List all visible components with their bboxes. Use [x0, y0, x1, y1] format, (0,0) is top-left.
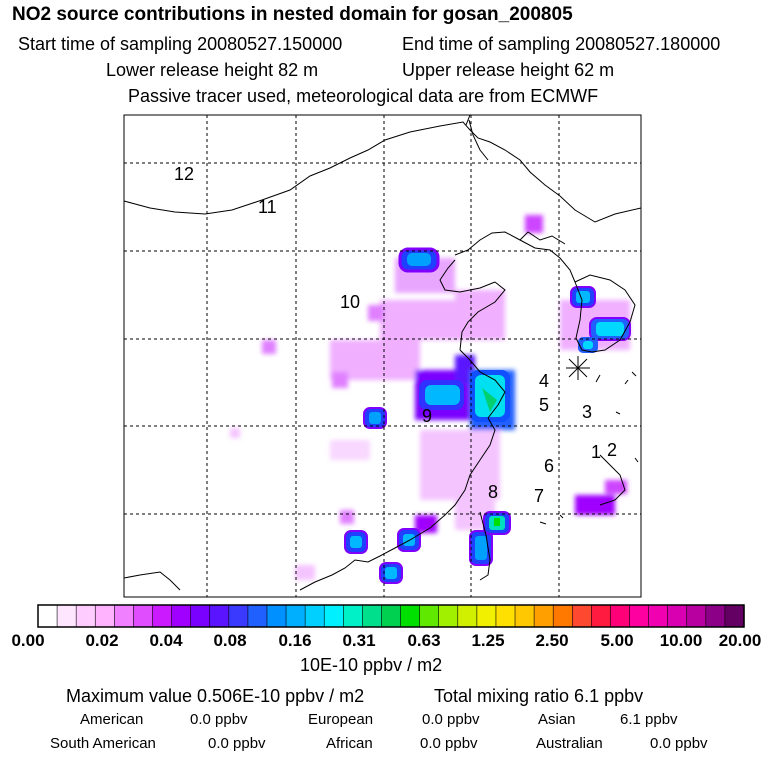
colorbar-swatch: [457, 605, 478, 627]
region-label: 11: [258, 197, 277, 217]
colorbar-swatch: [400, 605, 421, 627]
colorbar-swatch: [190, 605, 211, 627]
colorbar-swatch: [305, 605, 325, 627]
colorbar-swatch: [343, 605, 363, 627]
colorbar-swatch: [133, 605, 154, 627]
colorbar-swatch: [38, 605, 58, 627]
colorbar-swatch: [114, 605, 135, 627]
colorbar-unit: 10E-10 ppbv / m2: [300, 655, 443, 675]
asian-value: 6.1 ppbv: [620, 711, 678, 728]
region-label: 3: [582, 402, 592, 422]
colorbar-swatch: [362, 605, 383, 627]
total-mixing-ratio: Total mixing ratio 6.1 ppbv: [434, 686, 644, 706]
colorbar-swatch: [209, 605, 230, 627]
colorbar-swatch: [324, 605, 344, 627]
colorbar-swatch: [76, 605, 96, 627]
colorbar-label: 0.63: [407, 631, 441, 650]
colorbar-swatch: [534, 605, 554, 627]
colorbar-swatch: [152, 605, 173, 627]
american-label: American: [80, 711, 144, 728]
region-label: 6: [544, 456, 554, 476]
colorbar-swatch: [476, 605, 497, 627]
colorbar-swatch: [95, 605, 115, 627]
colorbar-swatch: [686, 605, 707, 627]
colorbar-swatch: [438, 605, 459, 627]
upper-release-height: Upper release height 62 m: [402, 60, 615, 80]
colorbar-frame: [37, 604, 745, 628]
colorbar-swatch: [648, 605, 669, 627]
south-american-label: South American: [50, 735, 156, 752]
colorbar-label: 0.16: [278, 631, 312, 650]
colorbar-label: 1.25: [471, 631, 505, 650]
colorbar-swatch: [419, 605, 440, 627]
region-label: 7: [534, 486, 544, 506]
region-label: 4: [539, 371, 549, 391]
colorbar-label: 0.02: [85, 631, 119, 650]
end-time: End time of sampling 20080527.180000: [402, 34, 721, 54]
colorbar-swatch: [515, 605, 535, 627]
region-label: 10: [340, 292, 360, 312]
colorbar-label: 20.00: [718, 631, 762, 650]
colorbar-label: 0.31: [342, 631, 376, 650]
coastlines: [123, 114, 642, 591]
colorbar-swatch: [381, 605, 402, 627]
region-label: 12: [174, 164, 194, 184]
colorbar-swatch: [247, 605, 268, 627]
african-value: 0.0 ppbv: [420, 735, 478, 752]
colorbar-label: 0.00: [11, 631, 45, 650]
region-label: 1: [591, 442, 601, 462]
receptor-star-icon: [566, 356, 590, 380]
map-frame: [123, 114, 642, 598]
colorbar-swatch: [266, 605, 287, 627]
colorbar-label: 10.00: [659, 631, 703, 650]
australian-label: Australian: [536, 735, 603, 752]
tracer-note: Passive tracer used, meteorological data…: [128, 86, 599, 106]
australian-value: 0.0 ppbv: [650, 735, 708, 752]
south-american-value: 0.0 ppbv: [208, 735, 266, 752]
european-label: European: [308, 711, 374, 728]
page-title: NO2 source contributions in nested domai…: [12, 4, 573, 25]
colorbar-swatch: [610, 605, 631, 627]
colorbar-label: 0.08: [213, 631, 247, 650]
colorbar-swatch: [591, 605, 612, 627]
colorbar-swatch: [57, 605, 77, 627]
colorbar-swatch: [667, 605, 688, 627]
colorbar-swatch: [705, 605, 726, 627]
region-label: 9: [422, 406, 432, 426]
colorbar-swatch: [171, 605, 192, 627]
colorbar-swatch: [629, 605, 650, 627]
colorbar-label: 0.04: [149, 631, 183, 650]
colorbar-swatch: [228, 605, 249, 627]
african-label: African: [326, 735, 373, 752]
region-label: 2: [607, 440, 617, 460]
colorbar-swatch: [572, 605, 592, 627]
asian-label: Asian: [538, 711, 576, 728]
contribution-field: [230, 215, 631, 584]
graticule: [124, 115, 641, 597]
american-value: 0.0 ppbv: [190, 711, 248, 728]
colorbar-swatch: [724, 605, 745, 627]
colorbar: [37, 604, 745, 628]
colorbar-label: 2.50: [535, 631, 569, 650]
max-value: Maximum value 0.506E-10 ppbv / m2: [66, 686, 365, 706]
lower-release-height: Lower release height 82 m: [106, 60, 319, 80]
european-value: 0.0 ppbv: [422, 711, 480, 728]
colorbar-swatch: [286, 605, 306, 627]
colorbar-label: 5.00: [600, 631, 634, 650]
colorbar-swatch: [495, 605, 516, 627]
start-time: Start time of sampling 20080527.150000: [18, 34, 343, 54]
region-label: 8: [488, 482, 498, 502]
region-label: 5: [539, 395, 549, 415]
colorbar-swatch: [553, 605, 573, 627]
